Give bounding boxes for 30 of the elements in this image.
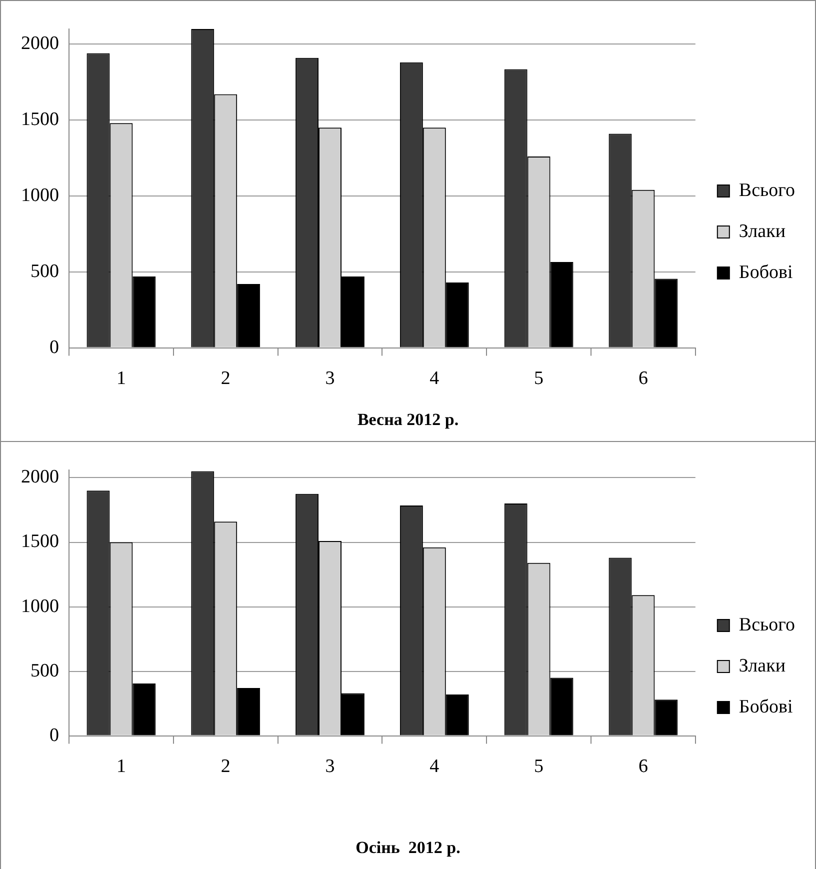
x-tick-label: 4 [430, 368, 440, 390]
y-tick-label: 1500 [21, 531, 59, 552]
x-tick-label: 2 [220, 756, 230, 778]
text: Осінь 2012 р. [356, 838, 460, 858]
legend-label: Злаки [738, 220, 786, 242]
y-tick-label: 500 [30, 260, 59, 282]
y-tick-label: 0 [50, 336, 59, 358]
x-tick-label: 5 [534, 756, 544, 778]
y-tick-label: 2000 [21, 466, 59, 488]
y-tick-label: 0 [50, 724, 59, 746]
y-tick-label: 1000 [21, 596, 59, 617]
legend-label: Злаки [738, 655, 786, 676]
x-tick-label: 3 [325, 368, 335, 390]
x-tick-label: 2 [220, 368, 230, 390]
x-tick-label: 1 [116, 756, 126, 778]
x-tick-label: 3 [325, 756, 335, 778]
y-tick-label: 2000 [21, 33, 59, 54]
x-tick-label: 4 [430, 756, 440, 778]
x-tick-label: 6 [638, 756, 648, 778]
x-tick-label: 6 [638, 368, 648, 390]
y-tick-label: 1500 [21, 109, 59, 130]
text: Весна 2012 р. [357, 410, 459, 430]
y-tick-label: 1000 [21, 184, 59, 206]
x-tick-label: 5 [534, 368, 544, 390]
legend-label: Бобові [738, 696, 793, 718]
legend-label: Всього [738, 180, 796, 201]
legend-label: Бобові [738, 262, 793, 283]
y-tick-label: 500 [30, 660, 59, 682]
x-tick-label: 1 [116, 368, 126, 390]
legend-label: Всього [738, 614, 796, 636]
